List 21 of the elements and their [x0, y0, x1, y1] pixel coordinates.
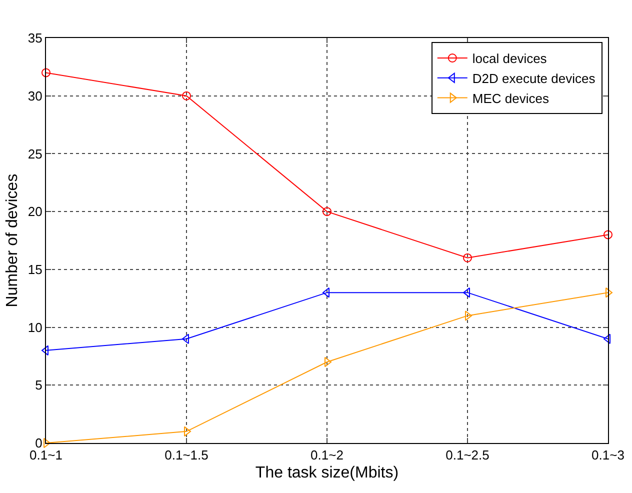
- y-tick-label: 10: [28, 320, 42, 335]
- x-axis-title: The task size(Mbits): [255, 464, 399, 482]
- point: [463, 253, 472, 262]
- x-tick-label: 0.1~2: [310, 448, 344, 463]
- x-tick-label: 0.1~1.5: [164, 448, 208, 463]
- y-tick-label: 15: [28, 262, 42, 277]
- y-tick-label: 5: [35, 378, 42, 393]
- point: [182, 91, 191, 100]
- x-tick-label: 0.1~2.5: [446, 448, 490, 463]
- legend-label: local devices: [472, 51, 548, 66]
- legend-label: MEC devices: [472, 90, 550, 106]
- y-tick-label: 30: [28, 88, 42, 104]
- y-tick-label: 25: [28, 146, 42, 162]
- x-tick-label: 0.1~3: [592, 448, 624, 463]
- point: [42, 68, 50, 78]
- y-tick-label: 35: [28, 30, 42, 46]
- point: [322, 207, 332, 216]
- legend-label: D2D execute devices: [472, 70, 596, 86]
- y-axis-title: Number of devices: [4, 174, 21, 308]
- y-tick-label: 20: [28, 204, 42, 220]
- point: [604, 230, 612, 240]
